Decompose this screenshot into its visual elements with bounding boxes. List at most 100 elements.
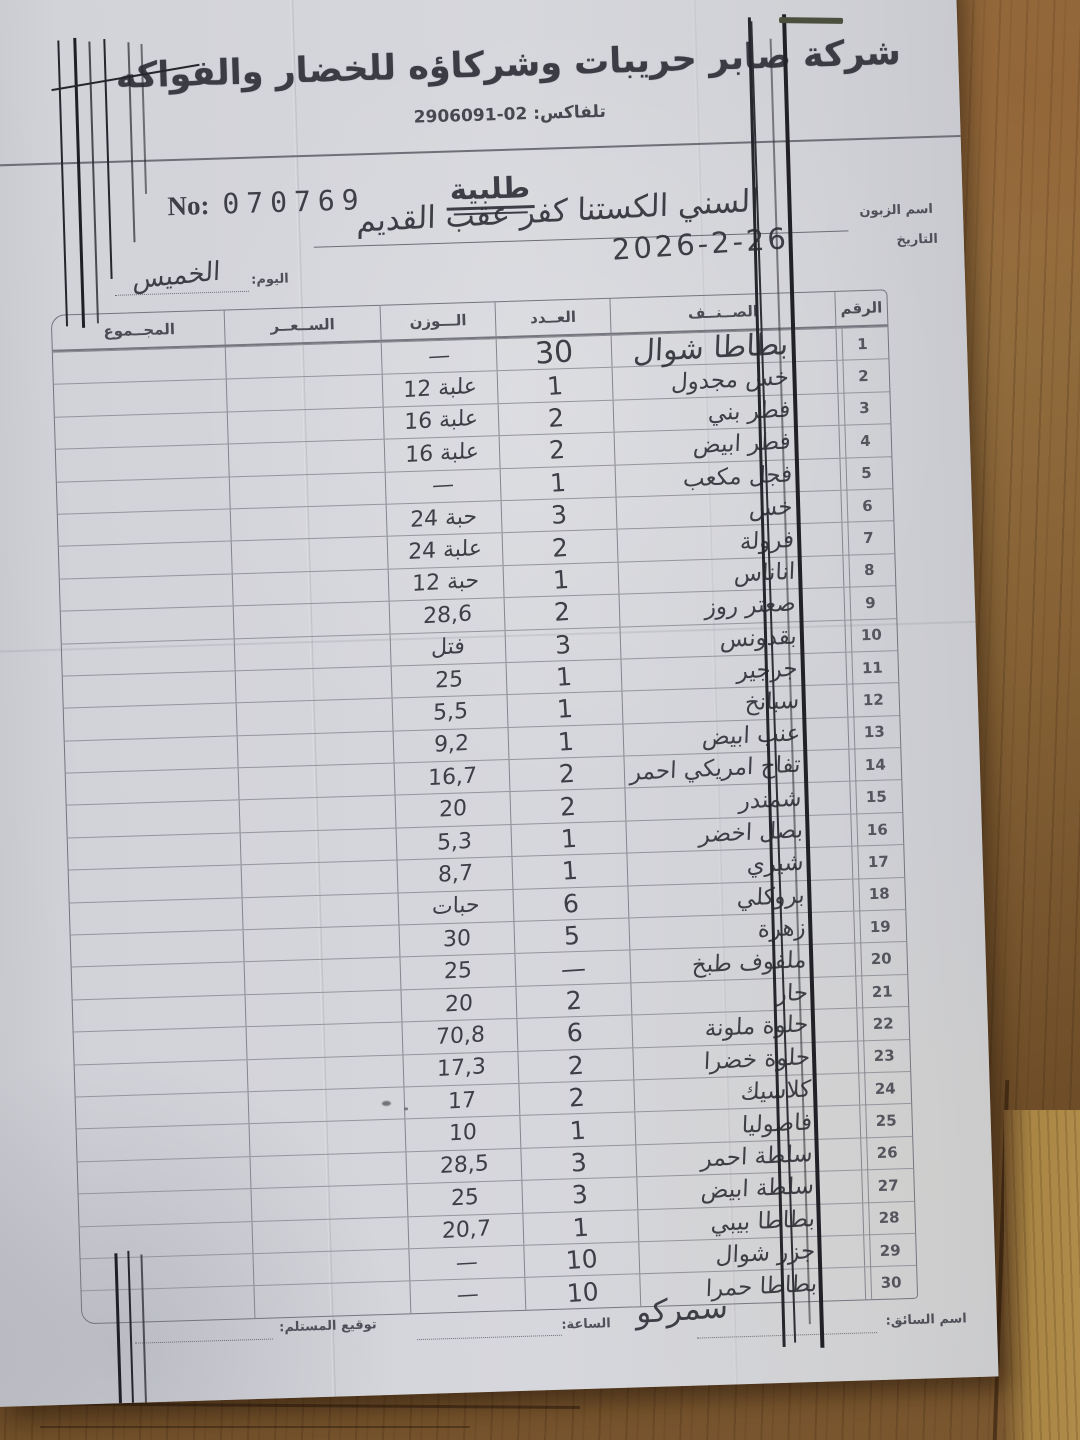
count-cell: 2 <box>515 983 632 1019</box>
count-handwritten: 3 <box>569 1147 588 1178</box>
wood-light-plank <box>1004 1110 1080 1440</box>
count-handwritten: 3 <box>554 629 572 660</box>
total-cell <box>73 930 244 967</box>
item-handwritten: بصل اخضر <box>698 817 804 849</box>
count-cell: 2 <box>501 529 618 565</box>
count-handwritten: 1 <box>555 661 573 692</box>
count-cell: 3 <box>504 627 621 663</box>
item-handwritten: سلطة احمر <box>700 1140 814 1173</box>
header-cell-weight: الـــوزن <box>379 302 496 340</box>
header-cell-no: الرقم <box>834 290 888 326</box>
row-number-cell: 15 <box>849 780 903 814</box>
price-cell <box>227 439 385 477</box>
count-handwritten: 2 <box>566 1050 585 1081</box>
row-number-cell: 7 <box>841 521 895 555</box>
total-cell <box>77 1060 248 1097</box>
row-number-cell: 13 <box>847 715 901 749</box>
weight-cell: — <box>384 468 501 504</box>
table-body: 1 بطاطا شوال 30 — 2 خس مجدول 1 12 علبة 3… <box>52 326 918 1324</box>
total-cell <box>65 671 236 708</box>
weight-cell: 70,8 <box>401 1019 518 1055</box>
count-cell: 1 <box>502 562 619 598</box>
count-handwritten: 2 <box>558 759 576 790</box>
total-cell <box>68 768 239 805</box>
total-cell <box>64 639 235 676</box>
weight-cell: 20 <box>394 792 511 828</box>
weight-handwritten: 24 حبة <box>410 503 478 533</box>
item-handwritten: فجل مكعب <box>682 461 793 493</box>
item-handwritten: بطاطا شوال <box>632 326 789 370</box>
total-cell <box>59 477 230 514</box>
weight-handwritten: 17 <box>447 1087 477 1115</box>
price-cell <box>250 1184 408 1221</box>
count-cell: 6 <box>512 886 629 922</box>
item-handwritten: فطر بني <box>707 396 791 427</box>
row-number-cell: 1 <box>835 327 889 361</box>
weight-handwritten: 25 <box>450 1184 480 1212</box>
weight-cell: 25 <box>406 1181 523 1216</box>
price-cell <box>252 1249 410 1286</box>
total-cell <box>56 380 227 417</box>
total-cell <box>78 1092 249 1129</box>
price-cell <box>246 1055 404 1092</box>
weight-cell: 16,7 <box>393 760 510 796</box>
driver-name-label: اسم السائق: <box>885 1311 968 1329</box>
date-handwritten: 2026-2-26 <box>610 221 790 267</box>
total-cell <box>71 866 242 903</box>
count-handwritten: 1 <box>557 726 575 757</box>
weight-cell: حبات <box>397 889 514 925</box>
count-cell: 2 <box>497 400 614 436</box>
order-no-label: No: <box>166 189 210 222</box>
header-cell-count: العــدد <box>494 298 611 337</box>
weight-cell: 12 حبة <box>387 565 504 601</box>
row-number-cell: 10 <box>844 618 898 652</box>
weight-handwritten: 16,7 <box>427 763 477 791</box>
count-handwritten: 2 <box>553 597 571 628</box>
weight-handwritten: 5,3 <box>436 828 472 856</box>
count-cell: 10 <box>524 1274 641 1310</box>
row-number-cell: 21 <box>855 974 909 1008</box>
weight-cell: 25 <box>399 954 516 990</box>
weight-handwritten: 16 علبة <box>405 438 480 468</box>
total-cell <box>80 1157 251 1194</box>
total-cell <box>67 736 238 773</box>
weight-cell: 10 <box>404 1116 521 1152</box>
total-cell <box>62 574 233 611</box>
price-cell <box>244 990 402 1027</box>
price-cell <box>251 1216 409 1254</box>
row-number-cell: 11 <box>845 651 899 685</box>
company-name: شركة صابر حريبات وشركاؤه للخضار والفواكه <box>115 32 902 97</box>
price-cell <box>249 1152 407 1189</box>
count-handwritten: 10 <box>564 1244 599 1276</box>
total-cell <box>74 963 245 1000</box>
weight-handwritten: 24 علبة <box>408 535 483 566</box>
weight-cell: 24 حبة <box>385 501 502 537</box>
price-cell <box>232 601 390 638</box>
item-handwritten: حلوة ملونة <box>704 1011 810 1043</box>
price-cell <box>231 569 389 606</box>
total-cell <box>82 1222 253 1259</box>
count-cell: 2 <box>518 1080 635 1116</box>
total-cell <box>70 833 241 870</box>
row-number-cell: 12 <box>846 683 900 717</box>
count-handwritten: 2 <box>551 532 569 563</box>
weight-handwritten: 28,6 <box>422 601 472 630</box>
row-number-cell: 6 <box>840 489 894 523</box>
price-cell <box>240 860 398 897</box>
price-cell <box>225 375 383 412</box>
count-handwritten: 1 <box>561 856 579 887</box>
item-handwritten: فطر ابيض <box>692 428 792 460</box>
weight-cell: 5,3 <box>395 824 512 860</box>
row-number-cell: 26 <box>860 1136 914 1170</box>
count-handwritten: 1 <box>546 370 564 401</box>
count-handwritten: 3 <box>570 1179 589 1210</box>
count-cell: 3 <box>500 497 617 533</box>
count-cell: — <box>514 950 631 986</box>
item-handwritten: بقدونس <box>719 623 798 653</box>
weight-handwritten: 16 علبة <box>404 406 479 436</box>
price-cell <box>245 1022 403 1059</box>
weight-handwritten: 25 <box>434 666 464 694</box>
total-cell <box>69 801 240 838</box>
weight-cell: — <box>409 1278 526 1314</box>
day-handwritten: الخميس <box>132 256 221 296</box>
